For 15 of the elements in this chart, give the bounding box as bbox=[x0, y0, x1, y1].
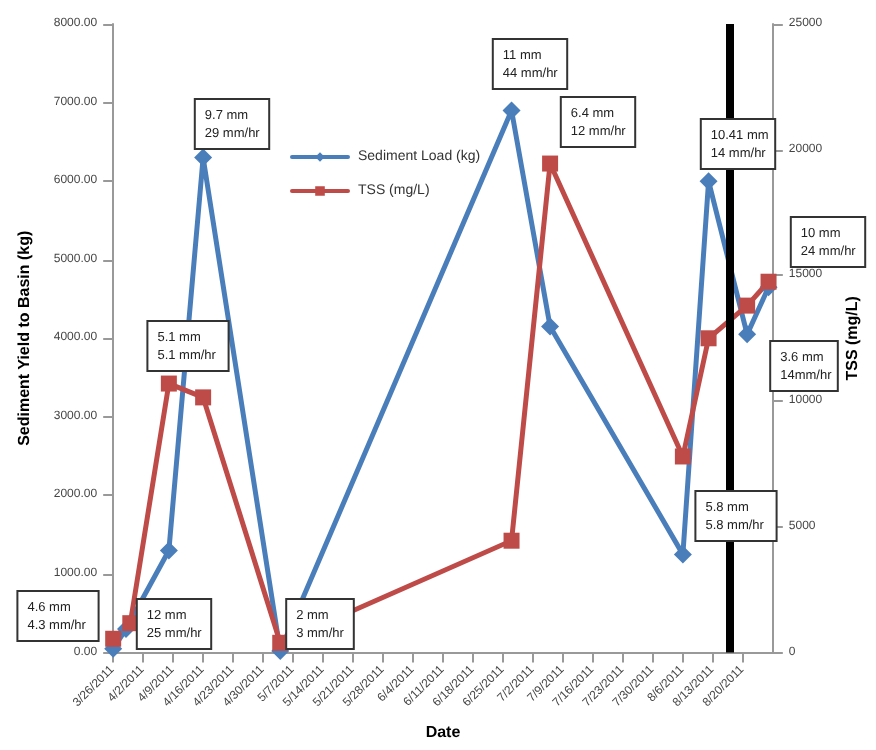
y2-axis-title: TSS (mg/L) bbox=[843, 295, 861, 381]
point bbox=[674, 448, 691, 465]
point bbox=[541, 317, 560, 336]
point bbox=[700, 330, 717, 347]
point bbox=[503, 532, 520, 549]
point bbox=[195, 389, 212, 406]
point bbox=[160, 375, 177, 392]
point bbox=[760, 273, 777, 290]
point bbox=[738, 325, 757, 344]
point bbox=[542, 155, 559, 172]
x-axis-title: Date bbox=[425, 723, 462, 741]
point bbox=[159, 541, 178, 560]
y-axis-title: Sediment Yield to Basin (kg) bbox=[15, 230, 33, 446]
point bbox=[105, 630, 122, 647]
point bbox=[739, 297, 756, 314]
